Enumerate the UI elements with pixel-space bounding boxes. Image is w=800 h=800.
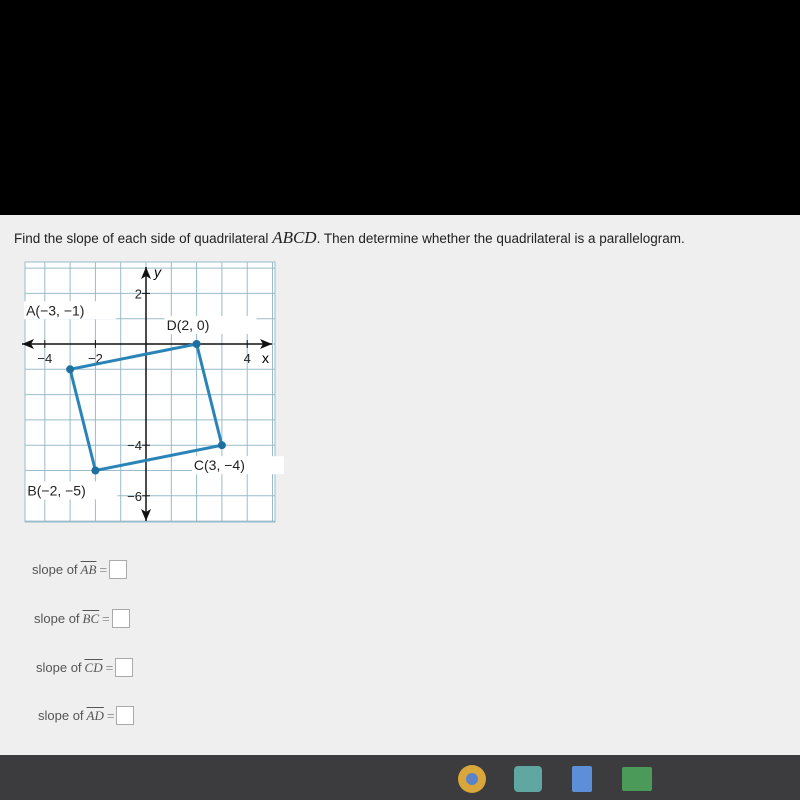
- vertex-label-bg: [24, 301, 117, 320]
- x-axis-label: x: [262, 350, 269, 366]
- equals-sign: =: [106, 708, 115, 723]
- taskbar-icons: [458, 765, 652, 793]
- vertex-label: D(2, 0): [167, 317, 210, 333]
- classroom-icon[interactable]: [622, 767, 652, 791]
- y-axis-label: y: [153, 264, 162, 280]
- taskbar: [0, 755, 800, 800]
- vertex-label: A(−3, −1): [26, 302, 84, 318]
- answer-input[interactable]: [109, 560, 128, 579]
- segment-name: BC: [82, 610, 100, 626]
- answer-input[interactable]: [115, 658, 134, 677]
- cloud-app-icon[interactable]: [514, 766, 542, 792]
- coordinate-graph: xy−4 −2 42−4−6A(−3, −1)B(−2, −5)C(3, −4)D(…: [22, 261, 284, 523]
- answer-row: slope of BC =: [34, 609, 130, 628]
- vertex: [217, 441, 226, 450]
- vertex: [91, 466, 100, 475]
- y-tick-label: 2: [135, 286, 142, 301]
- docs-icon[interactable]: [572, 766, 592, 792]
- quadrilateral-name: ABCD: [272, 228, 317, 247]
- equals-sign: =: [102, 611, 110, 626]
- question-text: . Then determine whether the quadrilater…: [316, 231, 685, 246]
- y-tick-label: −6: [127, 489, 142, 504]
- question-text: Find the slope of each side of quadrilat…: [14, 231, 269, 246]
- x-tick-label: 4: [244, 351, 251, 366]
- vertex-label-bg: [191, 456, 284, 475]
- prompt: slope of: [38, 708, 84, 723]
- screen: Find the slope of each side of quadrilat…: [0, 215, 800, 755]
- prompt: slope of: [32, 562, 78, 577]
- vertex-label: B(−2, −5): [27, 483, 85, 499]
- vertex: [66, 365, 75, 374]
- prompt: slope of: [36, 660, 82, 675]
- y-tick-label: −4: [127, 438, 142, 453]
- x-tick-label: −4: [37, 351, 52, 366]
- answer-input[interactable]: [116, 706, 135, 725]
- answer-row: slope of AD =: [38, 706, 135, 725]
- equals-sign: =: [105, 660, 114, 675]
- vertex-label-bg: [164, 316, 257, 334]
- equals-sign: =: [99, 562, 108, 577]
- prompt: slope of: [34, 611, 80, 626]
- vertex-label-bg: [25, 481, 118, 500]
- question: Find the slope of each side of quadrilat…: [14, 228, 685, 248]
- answer-input[interactable]: [111, 609, 130, 628]
- segment-name: AB: [80, 561, 97, 577]
- answer-row: slope of CD =: [36, 658, 134, 677]
- vertex: [192, 340, 201, 348]
- vertex-label: C(3, −4): [194, 457, 245, 473]
- browser-icon-center: [466, 773, 478, 785]
- segment-name: AD: [86, 707, 104, 723]
- answer-row: slope of AB =: [32, 560, 128, 579]
- segment-name: CD: [84, 659, 103, 675]
